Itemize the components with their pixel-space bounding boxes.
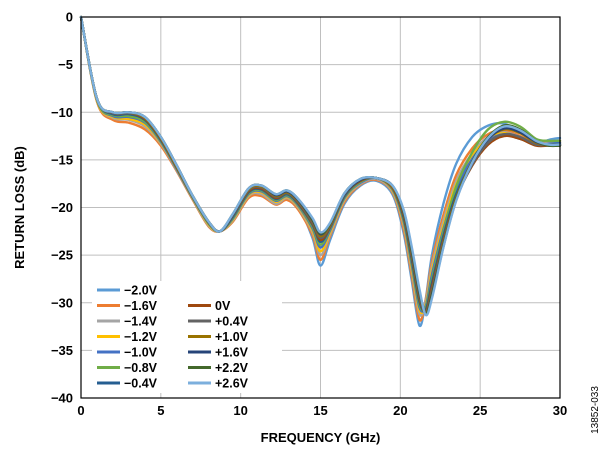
x-tick-label: 20	[393, 403, 407, 418]
legend-label: +1.0V	[215, 330, 249, 344]
figure-id-label: 13852-033	[590, 386, 601, 434]
y-axis-title: RETURN LOSS (dB)	[12, 146, 27, 269]
y-tick-label: −30	[51, 295, 73, 310]
legend-label: −2.0V	[124, 284, 158, 298]
x-tick-label: 15	[313, 403, 327, 418]
y-tick-label: −5	[58, 57, 73, 72]
x-tick-label: 30	[553, 403, 567, 418]
y-tick-label: −15	[51, 152, 73, 167]
x-axis-title: FREQUENCY (GHz)	[261, 430, 381, 445]
y-tick-label: −25	[51, 248, 73, 263]
legend-label: −1.0V	[124, 346, 158, 360]
legend-label: −0.8V	[124, 361, 158, 375]
series-line	[79, 15, 562, 317]
legend-label: +0.4V	[215, 315, 249, 329]
x-tick-label: 10	[233, 403, 247, 418]
legend-label: +1.6V	[215, 346, 249, 360]
legend-label: −1.6V	[124, 299, 158, 313]
legend-background	[92, 281, 282, 393]
y-tick-label: −35	[51, 343, 73, 358]
legend-label: +2.6V	[215, 377, 249, 391]
legend-label: −1.4V	[124, 315, 158, 329]
series-layer	[79, 15, 562, 328]
x-tick-label: 25	[473, 403, 487, 418]
x-tick-label: 0	[77, 403, 84, 418]
y-tick-label: −40	[51, 391, 73, 406]
legend-label: 0V	[215, 299, 231, 313]
legend: −2.0V−1.6V −1.4V−1.2V −1.0V−0.8V −0.4V 0V +0.…	[92, 281, 282, 393]
legend-label: +2.2V	[215, 361, 249, 375]
x-tick-label: 5	[157, 403, 164, 418]
axis-ticks: 0 5 10 15 20 25 30 0 −5 −10 −15 −20 −25 −30 −35 −40	[51, 10, 567, 419]
legend-label: −0.4V	[124, 377, 158, 391]
y-tick-label: −20	[51, 200, 73, 215]
plot-area-frame	[80, 16, 561, 399]
y-tick-label: −10	[51, 105, 73, 120]
legend-label: −1.2V	[124, 330, 158, 344]
y-tick-label: 0	[66, 10, 73, 25]
